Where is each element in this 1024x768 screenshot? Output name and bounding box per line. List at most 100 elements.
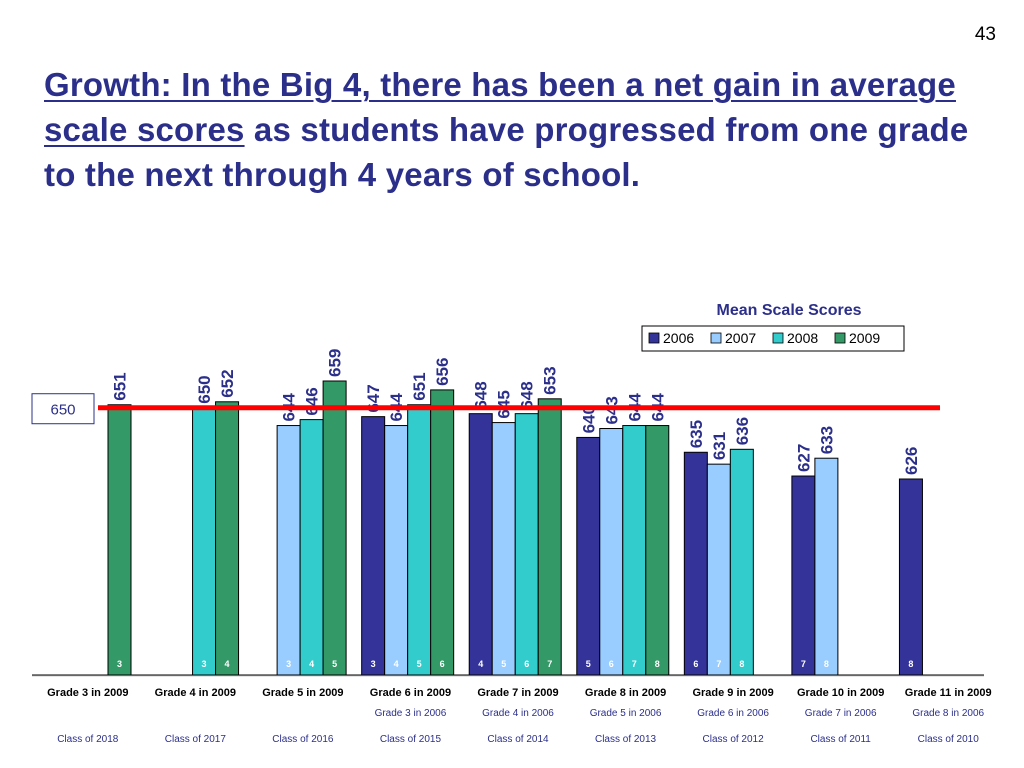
bar-grade-6-in-2009-2007 [384, 425, 409, 676]
category-label: Grade 7 in 2009 [477, 687, 558, 699]
reference-line-label-box [31, 393, 95, 425]
bar-value-label: 652 [218, 369, 237, 397]
bar-grade-10-in-2009-2006 [791, 475, 816, 676]
category-sublabel-2006: Grade 3 in 2006 [375, 708, 447, 719]
bar-grade-label: 5 [501, 659, 506, 669]
bar-value-label: 648 [518, 381, 537, 409]
category-class-label: Class of 2013 [595, 734, 657, 745]
bar-grade-6-in-2009-2006 [361, 416, 386, 676]
bar-grade-6-in-2009-2008 [407, 404, 432, 676]
reference-line-label: 650 [50, 402, 75, 419]
category-label: Grade 9 in 2009 [692, 687, 773, 699]
slide-title-rest: as students have progressed from one gra… [44, 111, 969, 193]
category-sublabel-2006: Grade 6 in 2006 [697, 708, 769, 719]
legend-label-2009: 2009 [849, 330, 880, 346]
bar-grade-label: 3 [202, 659, 207, 669]
mean-scale-scores-chart: Mean Scale Scores 2006 2007 2008 2009 651 3 6… [31, 302, 992, 745]
bar-value-label: 651 [410, 372, 429, 400]
bar-value-label: 646 [303, 387, 322, 415]
bar-value-label: 631 [710, 432, 729, 460]
bar-grade-7-in-2009-2008 [514, 413, 539, 676]
category-label: Grade 10 in 2009 [797, 687, 884, 699]
category-label: Grade 3 in 2009 [47, 687, 128, 699]
bar-value-label: 635 [687, 420, 706, 448]
bar-grade-8-in-2009-2008 [622, 425, 647, 676]
category-labels: Grade 3 in 2009 Class of 2018 Grade 4 in 2… [47, 687, 992, 745]
bar-value-label: 650 [195, 375, 214, 403]
bar-grade-7-in-2009-2009 [537, 398, 562, 676]
category-class-label: Class of 2015 [380, 734, 442, 745]
category-label: Grade 4 in 2009 [155, 687, 236, 699]
category-class-label: Class of 2011 [810, 734, 871, 745]
bar-grade-9-in-2009-2007 [706, 463, 731, 676]
bar-grade-label: 7 [547, 659, 552, 669]
bar-grade-8-in-2009-2007 [599, 428, 624, 676]
bar-value-label: 643 [602, 396, 621, 424]
bar-grade-label: 6 [609, 659, 614, 669]
bar-grade-3-in-2009-2009 [107, 404, 132, 676]
slide-title-underlined: Growth: In the Big 4, there has been a n… [44, 66, 956, 148]
bar-grade-8-in-2009-2009 [645, 425, 670, 676]
bar-grade-11-in-2009-2006 [898, 478, 923, 676]
bar-grade-label: 6 [524, 659, 529, 669]
bar-grade-9-in-2009-2008 [729, 448, 754, 676]
bar-grade-5-in-2009-2007 [276, 425, 301, 676]
bar-value-label: 656 [433, 358, 452, 386]
bar-grade-label: 5 [586, 659, 591, 669]
bar-grade-4-in-2009-2009 [215, 401, 240, 676]
chart-title: Mean Scale Scores [717, 302, 862, 319]
bar-grade-label: 5 [332, 659, 337, 669]
bar-value-label: 626 [902, 447, 921, 475]
bar-grade-label: 8 [655, 659, 660, 669]
bar-grade-8-in-2009-2006 [576, 436, 601, 676]
category-sublabel-2006: Grade 5 in 2006 [590, 708, 662, 719]
bar-grade-4-in-2009-2008 [192, 407, 217, 676]
bar-value-label: 627 [794, 444, 813, 472]
bar-grade-5-in-2009-2009 [322, 380, 347, 676]
bar-grade-7-in-2009-2006 [468, 413, 493, 676]
bar-grade-label: 4 [478, 659, 483, 669]
category-class-label: Class of 2017 [165, 734, 227, 745]
legend-swatch-2008 [772, 332, 784, 344]
bar-grade-label: 7 [716, 659, 721, 669]
bar-value-label: 651 [111, 372, 130, 400]
bar-grade-6-in-2009-2009 [430, 389, 455, 676]
bar-grade-label: 3 [117, 659, 122, 669]
bar-grade-label: 8 [824, 659, 829, 669]
category-class-label: Class of 2018 [57, 734, 119, 745]
bar-grade-label: 3 [371, 659, 376, 669]
bar-grade-label: 6 [440, 659, 445, 669]
bar-grade-7-in-2009-2007 [491, 422, 516, 676]
category-sublabel-2006: Grade 7 in 2006 [805, 708, 877, 719]
bar-value-label: 636 [733, 417, 752, 445]
bar-value-label: 640 [579, 405, 598, 433]
category-sublabel-2006: Grade 4 in 2006 [482, 708, 554, 719]
bar-grade-9-in-2009-2006 [683, 451, 708, 676]
legend-swatch-2007 [710, 332, 722, 344]
slide-title: Growth: In the Big 4, there has been a n… [44, 62, 994, 197]
bar-value-label: 648 [472, 381, 491, 409]
legend-swatch-2009 [834, 332, 846, 344]
category-label: Grade 6 in 2009 [370, 687, 451, 699]
bar-grade-label: 7 [632, 659, 637, 669]
bar-grade-label: 5 [417, 659, 422, 669]
bar-grade-label: 4 [394, 659, 399, 669]
legend-swatch-2006 [648, 332, 660, 344]
legend-label-2007: 2007 [725, 330, 756, 346]
chart-legend: 2006 2007 2008 2009 [641, 325, 905, 352]
category-class-label: Class of 2012 [703, 734, 765, 745]
bar-grade-5-in-2009-2008 [299, 419, 324, 676]
bar-grade-label: 8 [908, 659, 913, 669]
bar-grade-label: 8 [739, 659, 744, 669]
bar-grade-label: 4 [225, 659, 230, 669]
category-class-label: Class of 2014 [487, 734, 549, 745]
legend-label-2008: 2008 [787, 330, 818, 346]
category-class-label: Class of 2016 [272, 734, 334, 745]
bar-grade-label: 7 [801, 659, 806, 669]
bar-grade-label: 4 [309, 659, 314, 669]
category-label: Grade 5 in 2009 [262, 687, 343, 699]
chart-bars: 6513650365246443646465956473644465156566… [32, 349, 984, 677]
bar-grade-10-in-2009-2007 [814, 457, 839, 676]
bar-value-label: 633 [817, 426, 836, 454]
category-sublabel-2006: Grade 8 in 2006 [912, 708, 984, 719]
